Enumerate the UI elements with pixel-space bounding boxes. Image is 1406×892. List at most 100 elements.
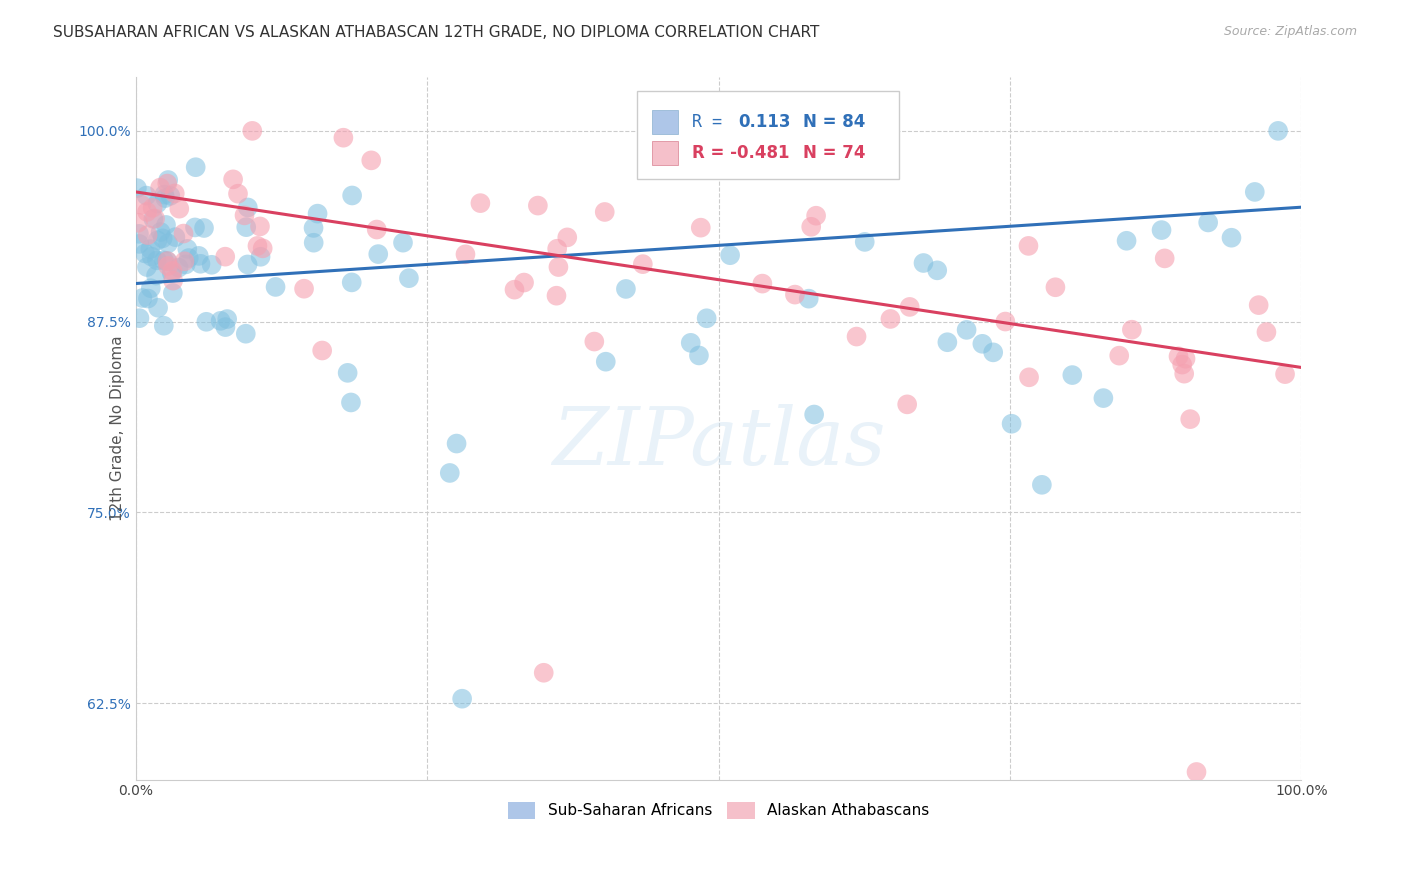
Point [226,186,249,201]
Point [1220,230,1243,244]
Point [146,301,169,315]
Point [153,191,176,205]
Point [214,250,236,264]
Point [718,248,741,262]
FancyBboxPatch shape [652,141,678,165]
Point [160,266,183,280]
Point [1243,185,1265,199]
Point [156,177,179,191]
Point [1174,351,1197,366]
Point [146,233,169,247]
Point [240,124,263,138]
Point [1115,234,1137,248]
Point [162,274,184,288]
Point [152,231,174,245]
Point [454,247,477,261]
Point [927,263,949,277]
Point [546,288,568,302]
Point [141,250,163,264]
Point [366,222,388,236]
Point [547,260,569,274]
Point [1062,368,1084,382]
Point [1173,367,1195,381]
Point [214,320,236,334]
Point [804,209,827,223]
Point [1000,417,1022,431]
Point [127,216,149,230]
Point [302,235,325,250]
Point [222,172,245,186]
Point [533,665,555,680]
Point [1274,367,1296,381]
Point [595,354,617,368]
Point [149,225,172,239]
Point [631,257,654,271]
Point [190,257,212,271]
Point [1185,764,1208,779]
Point [128,311,150,326]
Point [1045,280,1067,294]
Point [167,260,190,275]
Point [236,257,259,271]
Point [936,335,959,350]
Point [142,201,165,215]
Point [307,206,329,220]
Point [1092,391,1115,405]
Point [360,153,382,168]
Point [1031,478,1053,492]
Point [972,336,994,351]
Point [439,466,461,480]
Point [131,291,153,305]
Point [135,188,157,202]
Point [1121,323,1143,337]
Point [583,334,606,349]
Point [162,264,184,278]
Point [249,219,271,234]
Point [142,211,165,226]
Text: N = 84: N = 84 [803,112,865,130]
Point [696,311,718,326]
Point [193,221,215,235]
FancyBboxPatch shape [652,110,678,135]
Point [470,196,492,211]
Text: Source: ZipAtlas.com: Source: ZipAtlas.com [1223,25,1357,38]
Point [153,318,176,333]
Point [593,205,616,219]
Point [264,280,287,294]
Point [513,276,536,290]
Point [292,282,315,296]
Point [392,235,415,250]
Point [173,227,195,241]
Point [136,292,159,306]
Point [555,230,578,244]
Point [689,220,711,235]
Point [336,366,359,380]
Point [981,345,1004,359]
Text: 0.113: 0.113 [738,112,792,130]
Point [302,221,325,235]
Point [1150,223,1173,237]
Point [1108,349,1130,363]
Point [146,253,169,268]
Point [783,287,806,301]
Point [209,314,232,328]
Point [912,256,935,270]
Point [153,253,176,268]
Y-axis label: 12th Grade, No Diploma: 12th Grade, No Diploma [110,335,125,521]
Point [367,247,389,261]
Point [149,180,172,194]
Point [751,277,773,291]
Point [340,188,363,202]
Point [679,335,702,350]
Point [131,197,153,211]
Point [157,236,180,251]
Point [749,124,772,138]
Point [994,314,1017,328]
Point [1017,239,1039,253]
Point [156,254,179,268]
Point [128,236,150,251]
Point [340,395,363,409]
Point [235,220,257,235]
Point [134,246,156,260]
Point [246,239,269,253]
